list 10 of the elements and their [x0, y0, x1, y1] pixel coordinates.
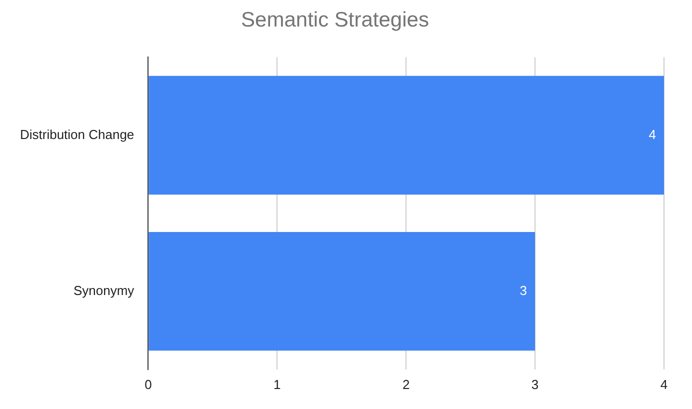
y-tick-label: Synonymy	[73, 282, 135, 298]
x-tick-label: 1	[274, 376, 281, 392]
chart-title: Semantic Strategies	[241, 8, 429, 32]
data-label: 3	[520, 282, 528, 298]
y-tick-label: Distribution Change	[20, 126, 134, 142]
x-tick-label: 0	[144, 376, 152, 392]
data-label: 4	[648, 126, 656, 142]
x-tick-label: 4	[660, 376, 668, 392]
x-tick-label: 3	[531, 376, 539, 392]
x-tick-label: 2	[402, 376, 410, 392]
